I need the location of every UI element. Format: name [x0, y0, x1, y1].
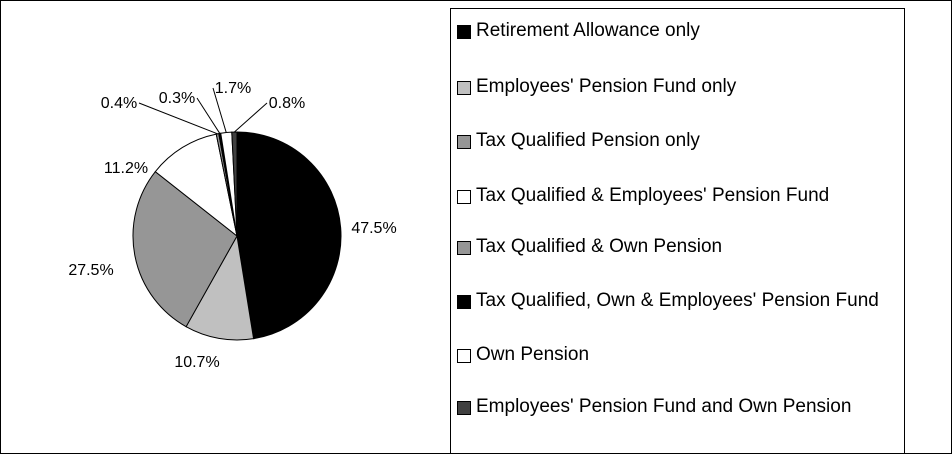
legend-item: Employees' Pension Fund only — [457, 75, 902, 99]
legend: Retirement Allowance only Employees' Pens… — [450, 8, 905, 453]
legend-swatch — [457, 295, 471, 309]
legend-item: Tax Qualified Pension only — [457, 129, 902, 153]
legend-item: Tax Qualified & Own Pension — [457, 235, 902, 259]
legend-item: Own Pension — [457, 343, 902, 367]
leader-line — [212, 87, 227, 133]
legend-label: Employees' Pension Fund only — [476, 76, 737, 97]
legend-item: Employees' Pension Fund and Own Pension — [457, 395, 902, 419]
legend-label: Tax Qualified, Own & Employees' Pension … — [476, 290, 879, 311]
legend-label: Tax Qualified Pension only — [476, 130, 700, 151]
pie-slice — [236, 131, 342, 340]
legend-label: Tax Qualified & Own Pension — [476, 236, 723, 257]
legend-swatch — [457, 135, 471, 149]
data-label: 47.5% — [351, 220, 396, 237]
legend-label: Own Pension — [476, 344, 590, 365]
data-label: 11.2% — [104, 160, 148, 177]
data-label: 10.7% — [174, 354, 219, 371]
legend-item: Tax Qualified, Own & Employees' Pension … — [457, 289, 902, 313]
legend-swatch — [457, 81, 471, 95]
data-label: 0.3% — [159, 90, 195, 107]
legend-label: Retirement Allowance only — [476, 20, 700, 41]
legend-label: Tax Qualified & Employees' Pension Fund — [476, 185, 830, 206]
pie-slice — [132, 170, 238, 328]
legend-label: Employees' Pension Fund and Own Pension — [476, 396, 852, 417]
leader-line — [234, 102, 268, 133]
legend-swatch — [457, 25, 471, 39]
legend-swatch — [457, 190, 471, 204]
data-label: 27.5% — [68, 262, 113, 279]
pie-slice — [154, 133, 238, 238]
leader-line — [138, 102, 218, 135]
data-label: 1.7% — [215, 80, 251, 97]
leader-line — [196, 97, 221, 134]
legend-swatch — [457, 401, 471, 415]
legend-swatch — [457, 241, 471, 255]
data-label: 0.8% — [269, 95, 305, 112]
legend-item: Tax Qualified & Employees' Pension Fund — [457, 184, 902, 208]
data-label: 0.4% — [101, 95, 137, 112]
legend-item: Retirement Allowance only — [457, 19, 902, 43]
legend-swatch — [457, 349, 471, 363]
pie-slice — [185, 234, 255, 341]
